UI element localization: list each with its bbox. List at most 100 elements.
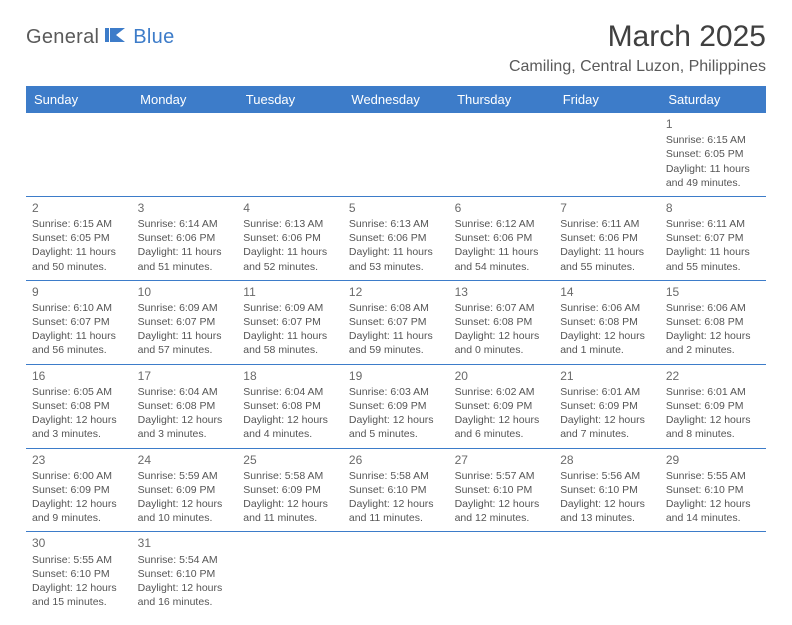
sunset-text: Sunset: 6:10 PM xyxy=(455,483,549,497)
calendar-day-cell: 17Sunrise: 6:04 AMSunset: 6:08 PMDayligh… xyxy=(132,364,238,448)
sunset-text: Sunset: 6:09 PM xyxy=(666,399,760,413)
sunrise-text: Sunrise: 6:10 AM xyxy=(32,301,126,315)
calendar-day-cell xyxy=(449,532,555,615)
calendar-day-cell: 18Sunrise: 6:04 AMSunset: 6:08 PMDayligh… xyxy=(237,364,343,448)
daylight-text: Daylight: 12 hours and 13 minutes. xyxy=(560,497,654,525)
daylight-text: Daylight: 12 hours and 14 minutes. xyxy=(666,497,760,525)
day-number: 8 xyxy=(666,200,760,216)
calendar-week-row: 16Sunrise: 6:05 AMSunset: 6:08 PMDayligh… xyxy=(26,364,766,448)
day-number: 14 xyxy=(560,284,654,300)
calendar-day-cell: 10Sunrise: 6:09 AMSunset: 6:07 PMDayligh… xyxy=(132,280,238,364)
calendar-day-cell: 29Sunrise: 5:55 AMSunset: 6:10 PMDayligh… xyxy=(660,448,766,532)
sunset-text: Sunset: 6:08 PM xyxy=(243,399,337,413)
sunset-text: Sunset: 6:08 PM xyxy=(138,399,232,413)
day-number: 23 xyxy=(32,452,126,468)
day-number: 12 xyxy=(349,284,443,300)
day-number: 28 xyxy=(560,452,654,468)
calendar-week-row: 30Sunrise: 5:55 AMSunset: 6:10 PMDayligh… xyxy=(26,532,766,615)
daylight-text: Daylight: 11 hours and 57 minutes. xyxy=(138,329,232,357)
sunset-text: Sunset: 6:07 PM xyxy=(349,315,443,329)
sunrise-text: Sunrise: 6:05 AM xyxy=(32,385,126,399)
sunrise-text: Sunrise: 6:04 AM xyxy=(243,385,337,399)
brand-logo: General Blue xyxy=(26,26,175,49)
day-number: 7 xyxy=(560,200,654,216)
calendar-day-cell: 30Sunrise: 5:55 AMSunset: 6:10 PMDayligh… xyxy=(26,532,132,615)
calendar-day-cell xyxy=(554,113,660,196)
sunrise-text: Sunrise: 5:58 AM xyxy=(349,469,443,483)
daylight-text: Daylight: 12 hours and 2 minutes. xyxy=(666,329,760,357)
daylight-text: Daylight: 12 hours and 12 minutes. xyxy=(455,497,549,525)
day-number: 11 xyxy=(243,284,337,300)
sunrise-text: Sunrise: 6:09 AM xyxy=(243,301,337,315)
sunset-text: Sunset: 6:09 PM xyxy=(138,483,232,497)
sunrise-text: Sunrise: 6:09 AM xyxy=(138,301,232,315)
sunrise-text: Sunrise: 6:03 AM xyxy=(349,385,443,399)
daylight-text: Daylight: 11 hours and 59 minutes. xyxy=(349,329,443,357)
calendar-day-cell xyxy=(449,113,555,196)
weekday-header: Saturday xyxy=(660,86,766,113)
calendar-day-cell: 19Sunrise: 6:03 AMSunset: 6:09 PMDayligh… xyxy=(343,364,449,448)
calendar-day-cell: 16Sunrise: 6:05 AMSunset: 6:08 PMDayligh… xyxy=(26,364,132,448)
sunset-text: Sunset: 6:08 PM xyxy=(455,315,549,329)
day-number: 19 xyxy=(349,368,443,384)
calendar-page: General Blue March 2025 Camiling, Centra… xyxy=(0,0,792,625)
brand-part1: General xyxy=(26,26,99,49)
day-number: 21 xyxy=(560,368,654,384)
day-number: 16 xyxy=(32,368,126,384)
calendar-week-row: 2Sunrise: 6:15 AMSunset: 6:05 PMDaylight… xyxy=(26,196,766,280)
calendar-day-cell xyxy=(237,532,343,615)
calendar-day-cell: 7Sunrise: 6:11 AMSunset: 6:06 PMDaylight… xyxy=(554,196,660,280)
sunset-text: Sunset: 6:09 PM xyxy=(455,399,549,413)
day-number: 10 xyxy=(138,284,232,300)
calendar-day-cell: 27Sunrise: 5:57 AMSunset: 6:10 PMDayligh… xyxy=(449,448,555,532)
sunrise-text: Sunrise: 5:54 AM xyxy=(138,553,232,567)
calendar-day-cell xyxy=(237,113,343,196)
calendar-day-cell: 8Sunrise: 6:11 AMSunset: 6:07 PMDaylight… xyxy=(660,196,766,280)
day-number: 15 xyxy=(666,284,760,300)
calendar-day-cell: 24Sunrise: 5:59 AMSunset: 6:09 PMDayligh… xyxy=(132,448,238,532)
calendar-day-cell: 2Sunrise: 6:15 AMSunset: 6:05 PMDaylight… xyxy=(26,196,132,280)
day-number: 26 xyxy=(349,452,443,468)
calendar-day-cell: 15Sunrise: 6:06 AMSunset: 6:08 PMDayligh… xyxy=(660,280,766,364)
sunset-text: Sunset: 6:09 PM xyxy=(32,483,126,497)
sunrise-text: Sunrise: 6:07 AM xyxy=(455,301,549,315)
page-header: General Blue March 2025 Camiling, Centra… xyxy=(26,20,766,76)
calendar-week-row: 1Sunrise: 6:15 AMSunset: 6:05 PMDaylight… xyxy=(26,113,766,196)
daylight-text: Daylight: 11 hours and 49 minutes. xyxy=(666,162,760,190)
day-number: 2 xyxy=(32,200,126,216)
day-number: 1 xyxy=(666,116,760,132)
sunrise-text: Sunrise: 6:15 AM xyxy=(666,133,760,147)
daylight-text: Daylight: 11 hours and 55 minutes. xyxy=(666,245,760,273)
sunset-text: Sunset: 6:08 PM xyxy=(666,315,760,329)
sunrise-text: Sunrise: 6:06 AM xyxy=(560,301,654,315)
daylight-text: Daylight: 12 hours and 4 minutes. xyxy=(243,413,337,441)
flag-icon xyxy=(105,26,127,49)
sunrise-text: Sunrise: 6:02 AM xyxy=(455,385,549,399)
daylight-text: Daylight: 12 hours and 11 minutes. xyxy=(349,497,443,525)
day-number: 31 xyxy=(138,535,232,551)
daylight-text: Daylight: 12 hours and 15 minutes. xyxy=(32,581,126,609)
day-number: 3 xyxy=(138,200,232,216)
day-number: 6 xyxy=(455,200,549,216)
calendar-day-cell: 11Sunrise: 6:09 AMSunset: 6:07 PMDayligh… xyxy=(237,280,343,364)
calendar-day-cell xyxy=(343,113,449,196)
calendar-day-cell: 6Sunrise: 6:12 AMSunset: 6:06 PMDaylight… xyxy=(449,196,555,280)
title-block: March 2025 Camiling, Central Luzon, Phil… xyxy=(509,20,766,76)
sunset-text: Sunset: 6:08 PM xyxy=(32,399,126,413)
calendar-day-cell xyxy=(554,532,660,615)
daylight-text: Daylight: 11 hours and 52 minutes. xyxy=(243,245,337,273)
sunrise-text: Sunrise: 6:15 AM xyxy=(32,217,126,231)
calendar-day-cell: 9Sunrise: 6:10 AMSunset: 6:07 PMDaylight… xyxy=(26,280,132,364)
sunrise-text: Sunrise: 6:14 AM xyxy=(138,217,232,231)
location-subtitle: Camiling, Central Luzon, Philippines xyxy=(509,58,766,76)
daylight-text: Daylight: 12 hours and 5 minutes. xyxy=(349,413,443,441)
calendar-day-cell: 20Sunrise: 6:02 AMSunset: 6:09 PMDayligh… xyxy=(449,364,555,448)
sunset-text: Sunset: 6:07 PM xyxy=(666,231,760,245)
daylight-text: Daylight: 11 hours and 56 minutes. xyxy=(32,329,126,357)
sunrise-text: Sunrise: 6:01 AM xyxy=(666,385,760,399)
daylight-text: Daylight: 11 hours and 51 minutes. xyxy=(138,245,232,273)
sunset-text: Sunset: 6:06 PM xyxy=(455,231,549,245)
sunrise-text: Sunrise: 6:11 AM xyxy=(666,217,760,231)
sunrise-text: Sunrise: 6:06 AM xyxy=(666,301,760,315)
sunset-text: Sunset: 6:07 PM xyxy=(243,315,337,329)
